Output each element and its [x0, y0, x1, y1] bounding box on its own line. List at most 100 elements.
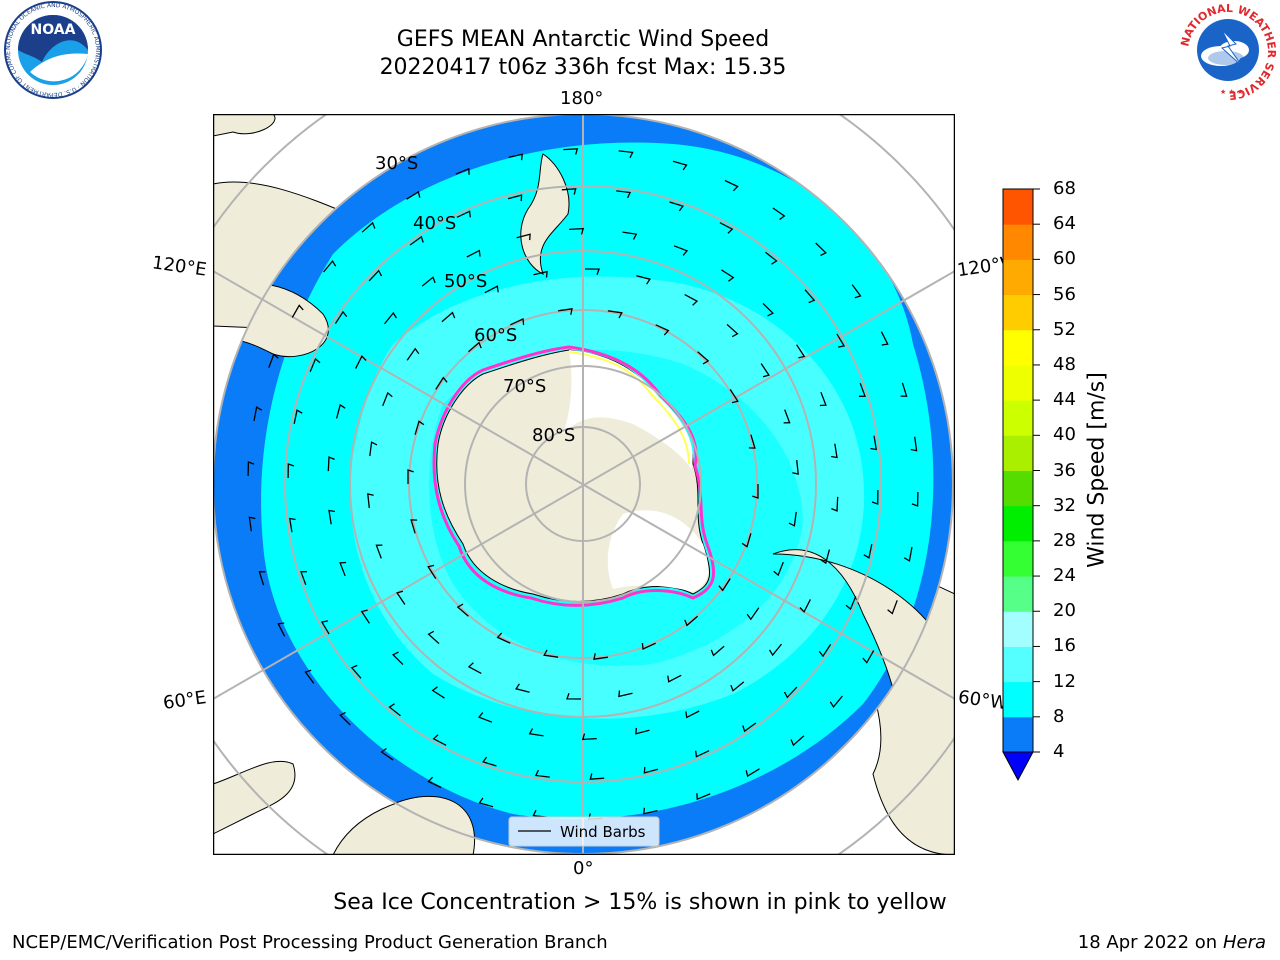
colorbar-segment: [1003, 259, 1033, 296]
wind-barb: [900, 382, 908, 397]
colorbar-tick-label: 36: [1053, 459, 1076, 481]
wind-barb: [467, 341, 482, 353]
wind-barb: [350, 664, 362, 679]
wind-barb: [248, 516, 256, 532]
wind-barb: [569, 227, 585, 235]
footer-date-text: 18 Apr 2022 on: [1077, 932, 1223, 953]
colorbar: [1002, 188, 1040, 782]
wind-barb: [432, 734, 447, 746]
wind-barb: [528, 728, 544, 737]
wind-barb: [414, 420, 425, 435]
wind-barb: [910, 436, 918, 452]
wind-barb: [482, 756, 497, 767]
wind-barb: [863, 543, 873, 559]
wind-barb: [466, 249, 481, 258]
colorbar-tick-label: 24: [1053, 565, 1076, 587]
wind-barb: [616, 190, 632, 199]
lon-label-180: 180°: [560, 88, 604, 109]
wind-barb: [563, 148, 579, 155]
wind-barb: [593, 653, 608, 660]
wind-barb: [643, 766, 659, 774]
wind-barb: [697, 351, 710, 365]
wind-barb: [765, 251, 778, 265]
wind-barb: [871, 489, 879, 505]
colorbar-segment: [1003, 329, 1033, 366]
colorbar-segment: [1003, 611, 1033, 647]
wind-barb: [258, 571, 266, 586]
wind-barb: [607, 310, 623, 319]
wind-barb: [396, 590, 406, 605]
wind-barb: [684, 294, 699, 306]
wind-barb: [360, 609, 370, 624]
wind-barb: [507, 194, 523, 202]
wind-barb: [870, 435, 878, 451]
wind-barb: [391, 651, 404, 666]
colorbar-tick-label: 64: [1053, 213, 1076, 235]
svg-text:★ ★ ★: ★ ★ ★: [1220, 88, 1243, 96]
wind-barb: [375, 544, 383, 559]
wind-barb: [268, 353, 279, 368]
wind-barb: [804, 289, 816, 304]
wind-barb: [543, 649, 559, 658]
colorbar-tick-label: 56: [1053, 283, 1076, 305]
wind-barb: [831, 496, 839, 512]
lat-label-80s: 80°S: [532, 425, 575, 446]
colorbar-under-arrow: [1002, 751, 1034, 782]
wind-barb: [247, 461, 255, 477]
wind-barb: [887, 600, 898, 615]
lat-label-40s: 40°S: [413, 213, 456, 234]
colorbar-segment: [1003, 576, 1033, 612]
sea-ice-caption: Sea Ice Concentration > 15% is shown in …: [333, 890, 947, 915]
colorbar-segment: [1003, 681, 1033, 718]
wind-barb: [760, 363, 770, 378]
wind-barb: [903, 546, 913, 562]
wind-barb: [328, 509, 336, 525]
lat-label-30s: 30°S: [375, 153, 418, 174]
wind-barb: [820, 549, 831, 565]
wind-barb: [746, 607, 760, 621]
wind-barb: [383, 311, 398, 325]
colorbar-segment: [1003, 716, 1033, 753]
colorbar-label: Wind Speed [m/s]: [1084, 372, 1110, 568]
wind-barb: [435, 376, 448, 390]
wind-barb: [710, 645, 725, 657]
wind-barb: [456, 603, 469, 617]
lat-label-70s: 70°S: [503, 376, 546, 397]
wind-barb: [496, 632, 511, 644]
wind-barb: [618, 690, 633, 698]
wind-barb: [862, 650, 875, 664]
wind-barb: [380, 747, 394, 761]
wind-barb: [783, 686, 798, 699]
wind-barb: [406, 190, 421, 200]
wind-barb: [836, 333, 846, 348]
chart-title: GEFS MEAN Antarctic Wind Speed: [396, 27, 770, 52]
wind-barb: [361, 221, 376, 233]
wind-barb: [339, 561, 347, 577]
colorbar-tick-label: 44: [1053, 389, 1076, 411]
colorbar-segments: [1003, 189, 1033, 753]
wind-barb: [427, 564, 437, 579]
wind-barb: [772, 207, 786, 221]
wind-barb: [790, 735, 805, 747]
wind-barb: [427, 776, 442, 789]
wind-barb: [421, 276, 436, 287]
wind-barb: [467, 662, 482, 674]
wind-barb: [277, 622, 286, 637]
colorbar-tick-label: 20: [1053, 600, 1076, 622]
wind-barb: [300, 571, 308, 586]
wind-barb: [819, 391, 827, 407]
wind-barb: [618, 150, 634, 159]
wind-barb: [441, 311, 456, 323]
colorbar-tick-label: 8: [1053, 705, 1065, 727]
wind-barb: [407, 469, 414, 484]
wind-barb: [431, 686, 445, 699]
wind-barb: [581, 733, 597, 741]
colorbar-segment: [1003, 540, 1033, 577]
wind-barb: [635, 727, 650, 735]
wind-barb: [911, 491, 919, 507]
wind-barb: [327, 456, 335, 472]
wind-barb: [768, 643, 783, 657]
colorbar-tick-label: 16: [1053, 635, 1076, 657]
wind-barb: [721, 269, 735, 282]
wind-barb: [655, 324, 670, 336]
